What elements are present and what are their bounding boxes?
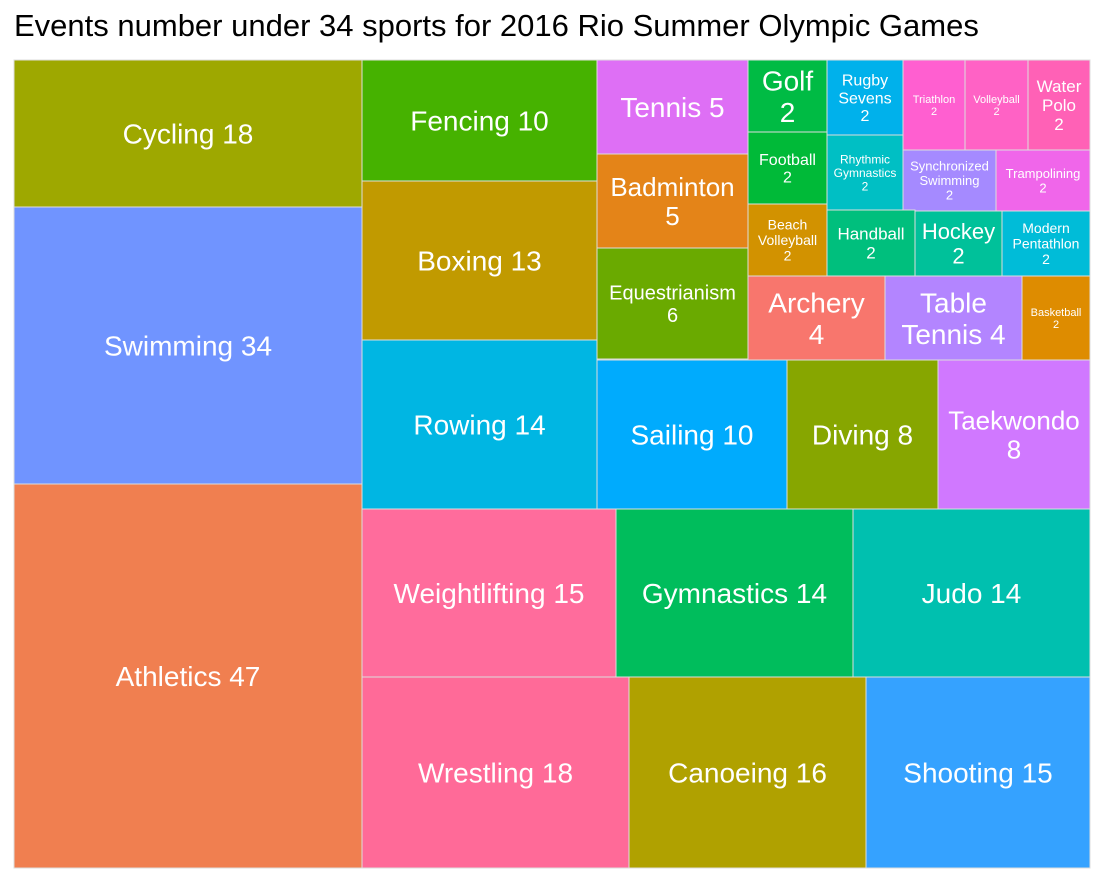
tile-judo: Judo 14	[852, 508, 1091, 678]
tile-label-water-polo: Water Polo 2	[1037, 77, 1082, 134]
tile-rect-modern-pentathlon	[1001, 210, 1091, 277]
tile-rect-volleyball	[964, 59, 1029, 151]
tile-volleyball: Volleyball 2	[964, 59, 1029, 151]
tile-rect-tennis	[596, 59, 749, 155]
tile-rect-triathlon	[902, 59, 966, 151]
tile-label-wrestling: Wrestling 18	[418, 758, 573, 789]
tile-rect-synchronized-swimming	[902, 149, 997, 212]
tile-tennis: Tennis 5	[596, 59, 749, 155]
tile-rhythmic-gymnastics: Rhythmic Gymnastics 2	[826, 134, 904, 211]
tile-rect-shooting	[865, 676, 1091, 869]
tile-rect-rowing	[361, 339, 598, 510]
tile-gymnastics: Gymnastics 14	[615, 508, 854, 678]
tile-equestrianism: Equestrianism 6	[596, 247, 749, 360]
tile-weightlifting: Weightlifting 15	[361, 508, 617, 678]
tile-rect-water-polo	[1027, 59, 1091, 151]
tile-label-basketball: Basketball 2	[1031, 307, 1082, 331]
tile-label-badminton: Badminton 5	[610, 172, 734, 231]
tile-rect-golf	[747, 59, 828, 133]
tile-label-rhythmic-gymnastics: Rhythmic Gymnastics 2	[834, 152, 897, 193]
tile-label-taekwondo: Taekwondo 8	[948, 405, 1080, 464]
tile-handball: Handball 2	[826, 209, 916, 277]
tile-label-canoeing: Canoeing 16	[668, 758, 827, 789]
tile-rect-trampolining	[995, 149, 1091, 212]
tile-label-diving: Diving 8	[812, 420, 913, 451]
tile-fencing: Fencing 10	[361, 59, 598, 182]
tile-cycling: Cycling 18	[13, 59, 363, 208]
tile-label-beach-volleyball: Beach Volleyball 2	[758, 216, 817, 263]
tile-label-hockey: Hockey 2	[922, 219, 995, 269]
tile-badminton: Badminton 5	[596, 153, 749, 249]
tile-label-sailing: Sailing 10	[631, 420, 754, 451]
tile-rect-equestrianism	[596, 247, 749, 360]
tile-canoeing: Canoeing 16	[628, 676, 867, 869]
tile-rect-hockey	[914, 210, 1003, 277]
tile-label-athletics: Athletics 47	[116, 661, 261, 692]
tile-label-rowing: Rowing 14	[413, 410, 545, 441]
tile-label-triathlon: Triathlon 2	[913, 94, 955, 118]
tile-label-football: Football 2	[759, 152, 816, 187]
tile-beach-volleyball: Beach Volleyball 2	[747, 203, 828, 277]
tile-label-fencing: Fencing 10	[410, 106, 549, 137]
tile-hockey: Hockey 2	[914, 210, 1003, 277]
tile-synchronized-swimming: Synchronized Swimming 2	[902, 149, 997, 212]
tile-sailing: Sailing 10	[596, 359, 788, 510]
tile-football: Football 2	[747, 131, 828, 205]
tile-archery: Archery 4	[747, 275, 886, 361]
tile-label-judo: Judo 14	[922, 578, 1022, 609]
tile-wrestling: Wrestling 18	[361, 676, 630, 869]
tile-triathlon: Triathlon 2	[902, 59, 966, 151]
tile-taekwondo: Taekwondo 8	[937, 359, 1091, 510]
tile-rect-fencing	[361, 59, 598, 182]
tile-label-rugby-sevens: Rugby Sevens 2	[838, 72, 891, 125]
tile-diving: Diving 8	[786, 359, 939, 510]
tile-label-trampolining: Trampolining 2	[1006, 166, 1081, 196]
tile-golf: Golf 2	[747, 59, 828, 133]
tile-rect-football	[747, 131, 828, 205]
tile-label-table-tennis: Table Tennis 4	[901, 287, 1005, 349]
tile-rect-wrestling	[361, 676, 630, 869]
tile-rect-canoeing	[628, 676, 867, 869]
tile-athletics: Athletics 47	[13, 483, 363, 869]
tile-swimming: Swimming 34	[13, 206, 363, 485]
tile-rect-athletics	[13, 483, 363, 869]
chart-title: Events number under 34 sports for 2016 R…	[14, 8, 979, 43]
tile-boxing: Boxing 13	[361, 180, 598, 341]
tile-label-equestrianism: Equestrianism 6	[609, 283, 736, 327]
tile-label-weightlifting: Weightlifting 15	[394, 578, 585, 609]
tile-label-cycling: Cycling 18	[123, 119, 254, 150]
tile-rugby-sevens: Rugby Sevens 2	[826, 59, 904, 136]
tile-rect-weightlifting	[361, 508, 617, 678]
tile-water-polo: Water Polo 2	[1027, 59, 1091, 151]
tile-basketball: Basketball 2	[1021, 275, 1091, 361]
tile-rect-rhythmic-gymnastics	[826, 134, 904, 211]
tile-label-handball: Handball 2	[837, 225, 904, 263]
tile-label-archery: Archery 4	[768, 287, 864, 349]
tile-modern-pentathlon: Modern Pentathlon 2	[1001, 210, 1091, 277]
tile-label-synchronized-swimming: Synchronized Swimming 2	[910, 159, 989, 203]
tile-rect-judo	[852, 508, 1091, 678]
tile-label-tennis: Tennis 5	[620, 92, 724, 123]
tile-label-gymnastics: Gymnastics 14	[642, 578, 827, 609]
tile-rect-badminton	[596, 153, 749, 249]
tile-label-golf: Golf 2	[762, 65, 814, 127]
tile-rowing: Rowing 14	[361, 339, 598, 510]
tile-rect-taekwondo	[937, 359, 1091, 510]
tile-rect-cycling	[13, 59, 363, 208]
tile-rect-rugby-sevens	[826, 59, 904, 136]
tile-rect-diving	[786, 359, 939, 510]
tile-table-tennis: Table Tennis 4	[884, 275, 1023, 361]
tile-trampolining: Trampolining 2	[995, 149, 1091, 212]
tile-shooting: Shooting 15	[865, 676, 1091, 869]
tile-label-boxing: Boxing 13	[417, 246, 542, 277]
tile-rect-table-tennis	[884, 275, 1023, 361]
tile-label-volleyball: Volleyball 2	[973, 94, 1019, 118]
tile-rect-basketball	[1021, 275, 1091, 361]
tile-label-modern-pentathlon: Modern Pentathlon 2	[1013, 220, 1080, 267]
tile-label-shooting: Shooting 15	[903, 758, 1052, 789]
tile-rect-archery	[747, 275, 886, 361]
tile-label-swimming: Swimming 34	[104, 331, 272, 362]
tile-rect-handball	[826, 209, 916, 277]
